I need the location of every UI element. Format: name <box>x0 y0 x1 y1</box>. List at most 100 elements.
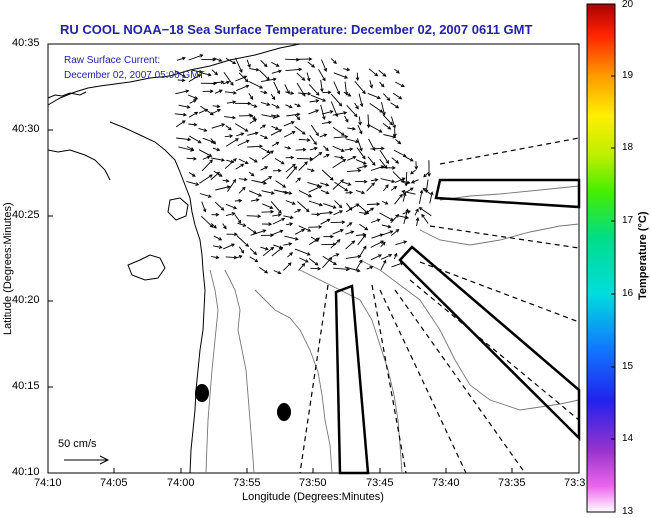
y-axis-label: Latitude (Degrees:Minutes) <box>2 202 14 335</box>
current-vector <box>310 94 326 102</box>
current-vector <box>410 169 416 175</box>
current-vector-head <box>244 160 249 165</box>
current-vector-head <box>355 105 359 110</box>
y-tick-label: 40:30 <box>12 123 40 135</box>
current-vector <box>323 154 330 158</box>
current-vector <box>174 113 187 116</box>
current-vector <box>270 93 276 100</box>
current-vector-head <box>316 212 321 217</box>
current-vector <box>381 254 392 260</box>
current-vector <box>356 165 367 170</box>
current-vector <box>248 80 263 89</box>
current-vector-head <box>302 147 307 152</box>
current-vector <box>225 203 237 209</box>
current-vector <box>379 212 394 221</box>
current-vector-head <box>316 237 321 241</box>
current-vector <box>358 116 361 125</box>
current-vector-head <box>253 251 258 256</box>
current-vector <box>380 260 387 271</box>
current-vector-head <box>297 209 302 213</box>
current-vector <box>251 179 267 184</box>
current-vector <box>238 246 244 254</box>
current-vector <box>260 166 268 171</box>
axis-ticks <box>47 43 513 474</box>
current-vector <box>298 161 308 171</box>
current-vector-head <box>207 72 212 77</box>
current-vector-head <box>403 240 408 244</box>
current-vector-head <box>264 166 269 170</box>
current-vector-head <box>237 219 242 224</box>
current-vector-head <box>327 90 332 95</box>
current-vector <box>261 114 276 119</box>
current-vector <box>332 253 339 257</box>
current-vector-head <box>240 249 245 254</box>
current-vector <box>198 149 212 157</box>
current-vector <box>346 169 361 173</box>
current-vector <box>391 157 399 164</box>
current-vector-head <box>333 261 337 266</box>
current-vector <box>429 192 433 204</box>
current-vector-head <box>194 96 199 100</box>
current-vector <box>247 145 263 148</box>
current-vector <box>320 189 329 194</box>
current-vector-head <box>199 54 204 58</box>
current-vector <box>248 171 255 177</box>
current-vector-head <box>234 232 238 237</box>
current-vector <box>371 219 380 223</box>
current-vector-head <box>275 141 280 146</box>
current-vector-head <box>185 89 190 94</box>
current-vector-head <box>401 177 406 181</box>
current-vector-head <box>382 259 387 264</box>
x-tick-label: 73:45 <box>366 477 394 489</box>
current-vector <box>334 181 348 192</box>
current-vector <box>262 247 274 257</box>
x-tick-label: 74:00 <box>167 477 195 489</box>
y-tick-label: 40:20 <box>12 294 40 306</box>
current-vector-head <box>268 222 273 226</box>
colorbar-tick-label: 18 <box>622 142 634 153</box>
current-vector-head <box>345 119 349 123</box>
current-vector-head <box>253 159 258 163</box>
current-vector-head <box>381 241 386 246</box>
current-vector-head <box>282 184 287 188</box>
current-vector <box>186 146 194 151</box>
current-vector-head <box>212 140 217 145</box>
current-vector <box>225 212 235 217</box>
current-vector <box>318 69 326 81</box>
current-vector <box>224 135 233 138</box>
current-vector-head <box>329 210 334 215</box>
current-vector <box>390 116 396 128</box>
current-vector <box>367 92 381 99</box>
current-vector <box>309 147 318 151</box>
current-vector <box>261 147 270 153</box>
current-vector <box>249 248 257 255</box>
current-vector <box>225 57 236 64</box>
current-vector-head <box>254 131 259 136</box>
current-vector-head <box>389 121 394 126</box>
current-vector-head <box>228 126 232 131</box>
current-vector <box>294 125 306 135</box>
current-vector <box>382 123 391 130</box>
current-vector-head <box>339 210 344 214</box>
map-frame <box>47 43 580 474</box>
current-vector-head <box>288 242 293 246</box>
current-vector-head <box>204 108 209 113</box>
annotation-line-1: Raw Surface Current: <box>64 55 161 66</box>
current-vector-head <box>289 252 293 256</box>
current-vector <box>295 149 306 151</box>
current-vector <box>285 200 296 205</box>
current-vector-head <box>323 68 328 72</box>
current-vector <box>330 58 337 64</box>
current-vector <box>371 233 383 239</box>
current-vector-head <box>313 141 317 146</box>
current-vector-head <box>275 63 280 67</box>
current-vector-head <box>291 131 296 135</box>
y-tick-label: 40:15 <box>12 380 40 392</box>
current-vector <box>223 243 235 250</box>
current-vector-head <box>195 182 200 186</box>
current-vector <box>249 157 258 163</box>
current-vector-head <box>396 70 400 74</box>
current-vector <box>345 231 354 235</box>
current-vector-head <box>305 208 310 213</box>
current-vector-head <box>278 129 283 133</box>
